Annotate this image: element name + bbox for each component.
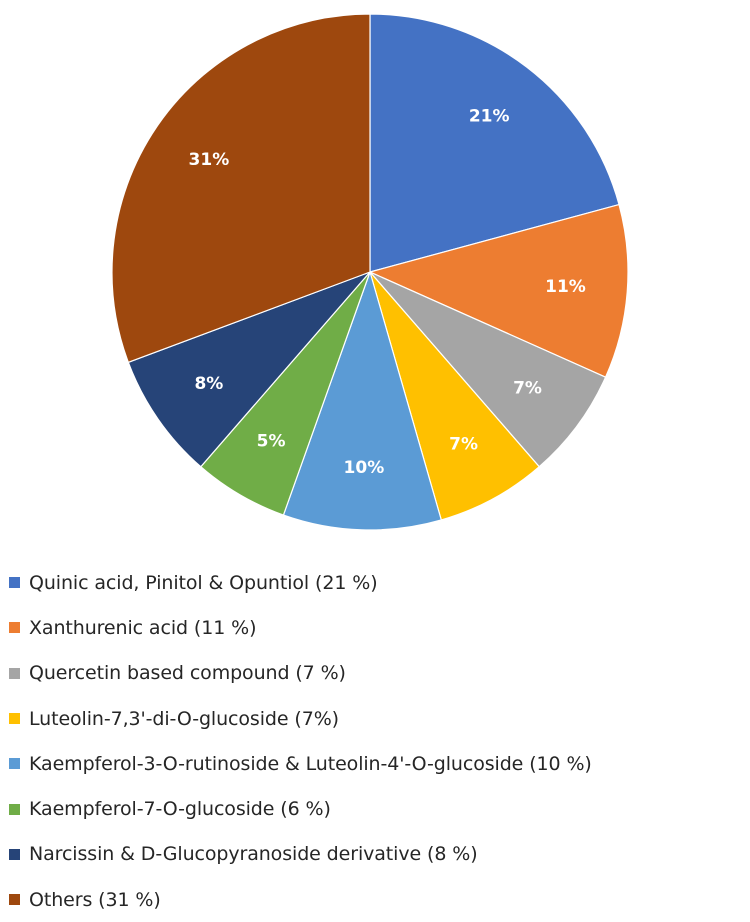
- pie-slices: [111, 13, 629, 531]
- legend-swatch: [9, 848, 20, 860]
- legend-label: Xanthurenic acid (11 %): [29, 616, 257, 639]
- slice-data-label: 11%: [545, 277, 586, 297]
- chart-legend: Quinic acid, Pinitol & Opuntiol (21 %) Xa…: [6, 560, 750, 922]
- legend-label: Others (31 %): [29, 888, 161, 911]
- legend-label: Kaempferol-3-O-rutinoside & Luteolin-4'-…: [29, 752, 592, 775]
- pie-slice: [111, 13, 371, 364]
- slice-data-label: 7%: [513, 379, 542, 399]
- slice-data-label: 5%: [257, 431, 286, 451]
- legend-item: Others (31 %): [6, 877, 750, 922]
- legend-swatch: [9, 577, 20, 589]
- pie-data-labels: 21% 11% 7% 7% 10% 5% 8% 31%: [189, 106, 586, 478]
- pie-slice: [369, 13, 620, 273]
- legend-item: Quercetin based compound (7 %): [6, 651, 750, 696]
- legend-item: Xanthurenic acid (11 %): [6, 605, 750, 650]
- legend-label: Quinic acid, Pinitol & Opuntiol (21 %): [29, 571, 378, 594]
- legend-item: Quinic acid, Pinitol & Opuntiol (21 %): [6, 560, 750, 605]
- legend-item: Narcissin & D-Glucopyranoside derivative…: [6, 832, 750, 877]
- legend-label: Luteolin-7,3'-di-O-glucoside (7%): [29, 707, 339, 730]
- pie-slice: [368, 203, 629, 378]
- legend-item: Kaempferol-7-O-glucoside (6 %): [6, 786, 750, 831]
- pie-slice: [127, 271, 371, 468]
- legend-swatch: [9, 758, 20, 770]
- slice-data-label: 31%: [189, 150, 230, 170]
- legend-swatch: [9, 803, 20, 815]
- legend-label: Quercetin based compound (7 %): [29, 662, 346, 685]
- legend-swatch: [9, 713, 20, 725]
- pie-slice: [369, 271, 607, 468]
- legend-label: Narcissin & D-Glucopyranoside derivative…: [29, 843, 478, 866]
- legend-item: Luteolin-7,3'-di-O-glucoside (7%): [6, 696, 750, 741]
- legend-item: Kaempferol-3-O-rutinoside & Luteolin-4'-…: [6, 741, 750, 786]
- pie-slice: [369, 271, 541, 521]
- slice-data-label: 7%: [449, 434, 478, 454]
- legend-swatch: [9, 667, 20, 679]
- slice-data-label: 8%: [194, 374, 223, 394]
- slice-data-label: 21%: [469, 106, 510, 126]
- legend-label: Kaempferol-7-O-glucoside (6 %): [29, 798, 331, 821]
- legend-swatch: [9, 622, 20, 634]
- pie-slice: [282, 270, 443, 531]
- pie-chart: 21% 11% 7% 7% 10% 5% 8% 31%: [111, 13, 629, 531]
- legend-swatch: [9, 894, 20, 906]
- slice-data-label: 10%: [344, 458, 385, 478]
